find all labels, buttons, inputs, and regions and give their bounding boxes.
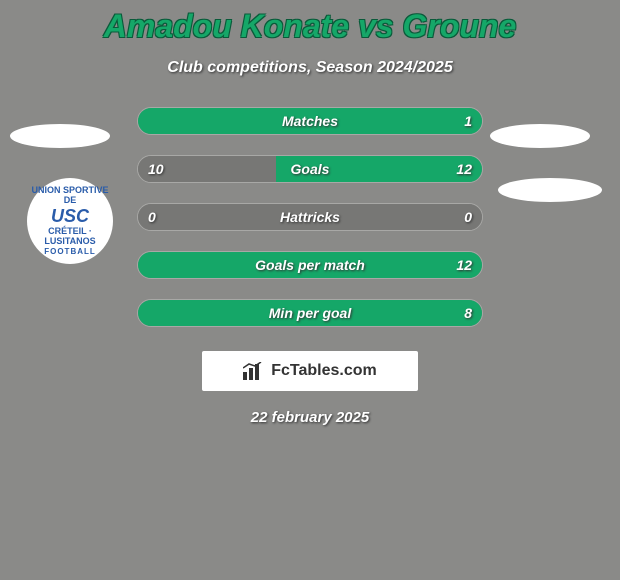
stat-left-value: 10 — [148, 161, 164, 177]
avatar-placeholder-mid-right — [498, 178, 602, 202]
badge-line1: UNION SPORTIVE DE — [27, 186, 113, 206]
stat-label: Hattricks — [280, 209, 340, 225]
stat-right-value: 8 — [464, 305, 472, 321]
stat-bar: 1 Matches — [137, 107, 483, 135]
bar-chart-icon — [243, 362, 265, 380]
stat-label: Goals per match — [255, 257, 365, 273]
stat-right-value: 12 — [456, 161, 472, 177]
stat-bar: 10 12 Goals — [137, 155, 483, 183]
badge-line2: CRÉTEIL · LUSITANOS — [27, 227, 113, 247]
stat-left-value: 0 — [148, 209, 156, 225]
stat-bar: 12 Goals per match — [137, 251, 483, 279]
page-title: Amadou Konate vs Groune — [0, 0, 620, 45]
stat-right-value: 1 — [464, 113, 472, 129]
brand-text: FcTables.com — [271, 362, 377, 380]
stat-label: Min per goal — [269, 305, 351, 321]
stat-right-value: 0 — [464, 209, 472, 225]
stat-label: Matches — [282, 113, 338, 129]
subtitle: Club competitions, Season 2024/2025 — [0, 59, 620, 77]
avatar-placeholder-left — [10, 124, 110, 148]
club-badge: UNION SPORTIVE DE USC CRÉTEIL · LUSITANO… — [27, 178, 113, 264]
stat-bar: 8 Min per goal — [137, 299, 483, 327]
brand-box[interactable]: FcTables.com — [202, 351, 418, 391]
date-text: 22 february 2025 — [0, 409, 620, 426]
badge-usc: USC — [51, 206, 89, 227]
stat-label: Goals — [291, 161, 330, 177]
avatar-placeholder-right — [490, 124, 590, 148]
stat-right-value: 12 — [456, 257, 472, 273]
badge-football: FOOTBALL — [44, 247, 96, 256]
stat-bar: 0 0 Hattricks — [137, 203, 483, 231]
